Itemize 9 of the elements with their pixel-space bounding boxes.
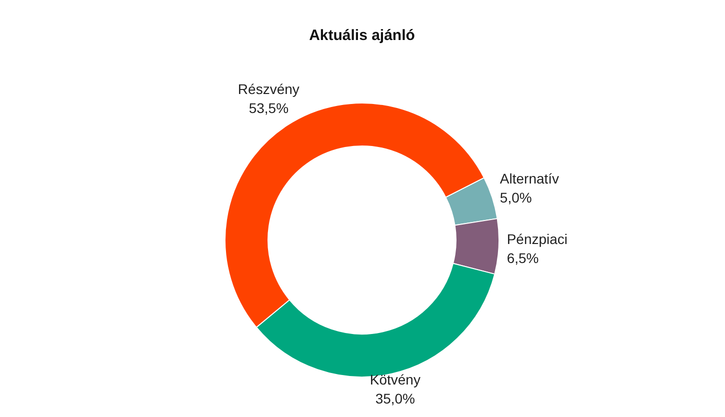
slice-label: Kötvény (370, 371, 420, 388)
data-label: 6,5% (506, 250, 539, 266)
data-label: 53,5% (248, 100, 289, 116)
chart-title: Aktuális ajánló (309, 27, 415, 44)
slice-label: Alternatív (500, 170, 560, 186)
slice-label: Részvény (238, 80, 300, 97)
data-label: 35,0% (375, 390, 416, 406)
data-label: 5,0% (500, 189, 532, 206)
slice-label: Pénzpiaci (506, 231, 568, 248)
